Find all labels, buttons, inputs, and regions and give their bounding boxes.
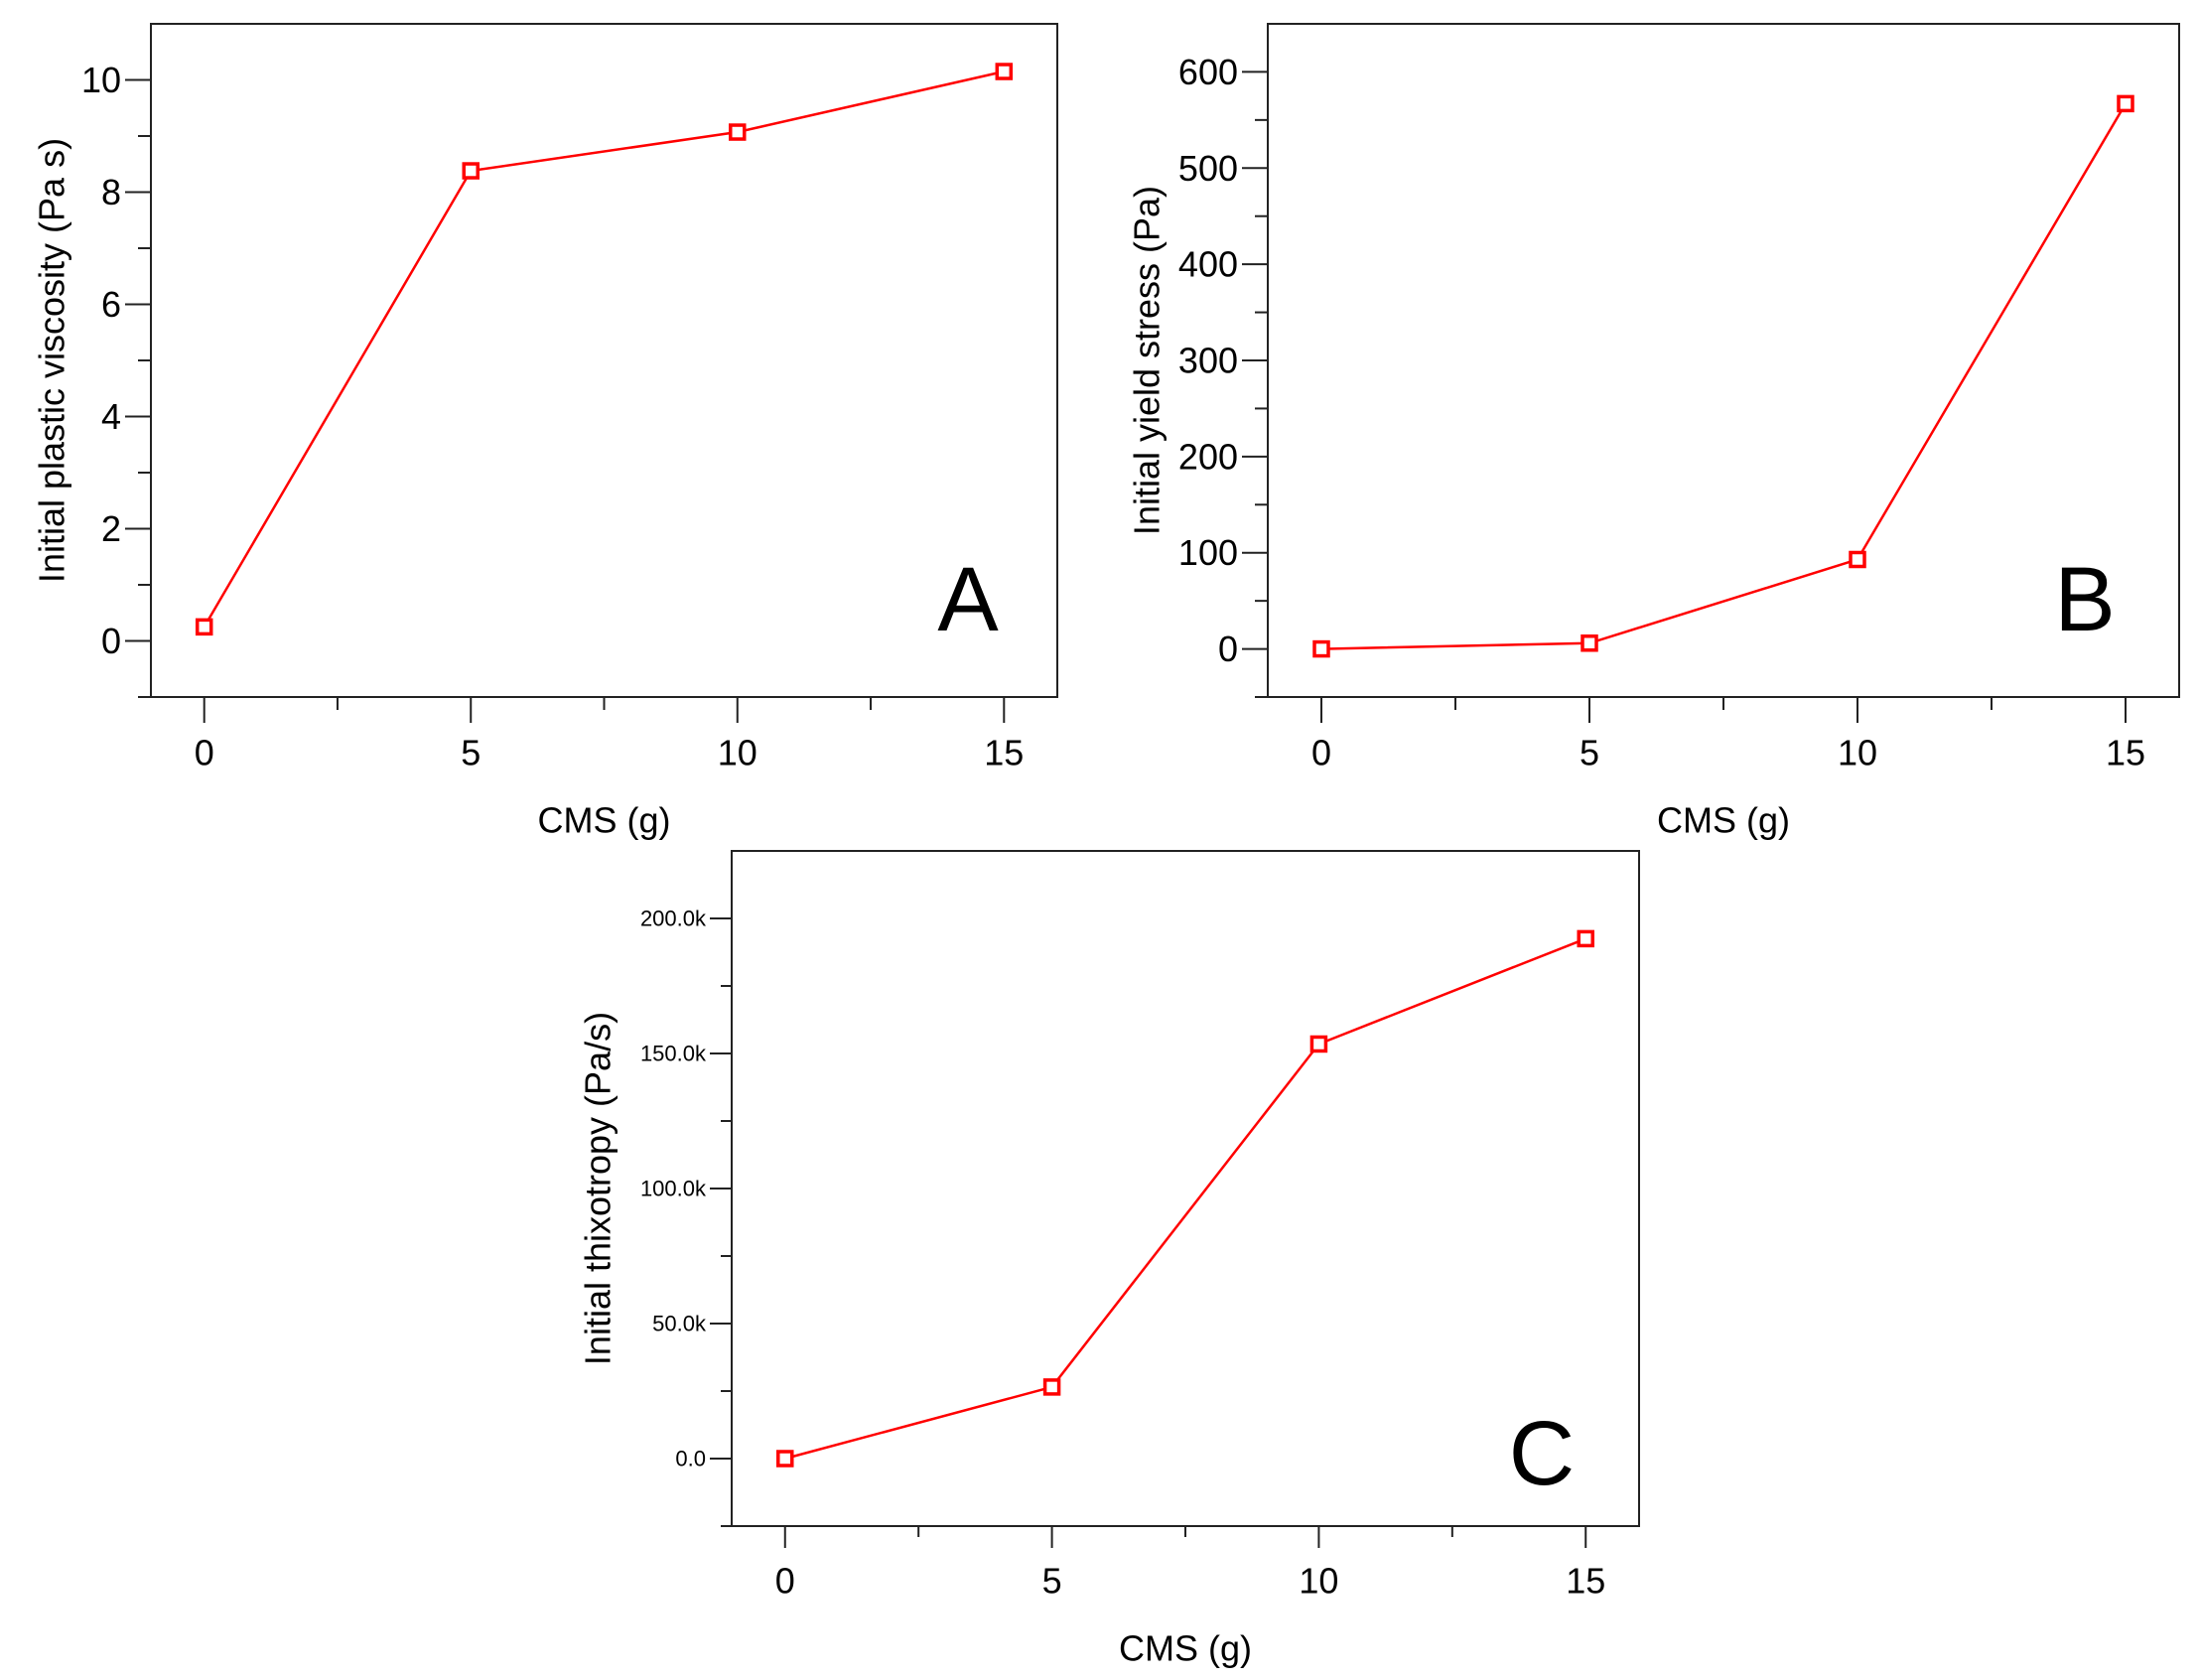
plot-frame	[1267, 23, 2180, 698]
x-axis-title: CMS (g)	[1119, 1628, 1252, 1669]
data-point	[1577, 929, 1594, 948]
y-tick-label: 6	[101, 284, 121, 325]
x-axis-title: CMS (g)	[1657, 800, 1790, 841]
data-point	[2117, 94, 2134, 113]
y-tick-label: 600	[1178, 52, 1238, 92]
y-tick-label: 100	[1178, 532, 1238, 573]
x-tick-label: 15	[984, 733, 1024, 773]
plot-frame	[731, 850, 1640, 1527]
y-tick-label: 500	[1178, 148, 1238, 189]
x-tick-label: 10	[718, 733, 757, 773]
y-tick-label: 400	[1178, 244, 1238, 285]
data-point	[1042, 1378, 1061, 1396]
data-point	[995, 63, 1014, 80]
panel-a: 0 2 4 6 8 10 0 5 10 15 CMS (g) Initial plastic visc…	[32, 23, 1058, 841]
y-axis-title: Initial plastic viscosity (Pa s)	[32, 138, 72, 583]
y-tick-label: 100.0k	[640, 1177, 707, 1201]
x-tick-label: 0	[1311, 733, 1331, 773]
data-point	[1312, 639, 1330, 658]
x-axis-title: CMS (g)	[538, 800, 671, 841]
x-tick-label: 10	[1838, 733, 1877, 773]
y-axis-title: Initial thixotropy (Pa/s)	[578, 1012, 619, 1365]
panel-b: 0 100 200 300 400 500 600 0 5 10 15 CMS (g) Initial …	[1127, 23, 2180, 841]
plot-frame	[150, 23, 1058, 698]
data-point	[1581, 634, 1598, 652]
x-tick-label: 0	[195, 733, 214, 773]
data-point	[1309, 1035, 1328, 1053]
panel-letter: C	[1509, 1403, 1575, 1504]
data-point	[729, 123, 747, 141]
data-point	[1849, 550, 1866, 569]
panel-letter: B	[2054, 549, 2115, 650]
y-tick-label: 200	[1178, 436, 1238, 477]
x-tick-label: 10	[1299, 1561, 1338, 1602]
data-point	[776, 1450, 794, 1468]
panel-letter: A	[937, 549, 999, 650]
data-point	[462, 162, 480, 180]
y-tick-label: 0	[101, 621, 121, 661]
y-tick-label: 150.0k	[640, 1042, 707, 1066]
y-tick-label: 4	[101, 396, 121, 437]
y-tick-label: 8	[101, 172, 121, 212]
series-line	[203, 70, 1005, 629]
x-tick-label: 0	[775, 1561, 795, 1602]
series-line	[784, 937, 1586, 1461]
y-tick-label: 2	[101, 508, 121, 549]
y-tick-label: 0.0	[675, 1447, 706, 1471]
y-tick-label: 0	[1218, 629, 1238, 669]
y-tick-label: 50.0k	[652, 1312, 707, 1336]
x-tick-label: 15	[2106, 733, 2145, 773]
panel-c: 0.0 50.0k 100.0k 150.0k 200.0k 0 5 10 15 CMS (g) I…	[578, 850, 1640, 1669]
x-tick-label: 15	[1566, 1561, 1605, 1602]
x-tick-label: 5	[1042, 1561, 1062, 1602]
series-line	[1320, 102, 2128, 650]
y-tick-label: 300	[1178, 341, 1238, 381]
data-point	[195, 618, 213, 636]
y-axis-title: Initial yield stress (Pa)	[1127, 186, 1168, 535]
y-tick-label: 10	[81, 60, 121, 100]
x-tick-label: 5	[461, 733, 481, 773]
y-tick-label: 200.0k	[640, 907, 707, 931]
x-tick-label: 5	[1580, 733, 1599, 773]
